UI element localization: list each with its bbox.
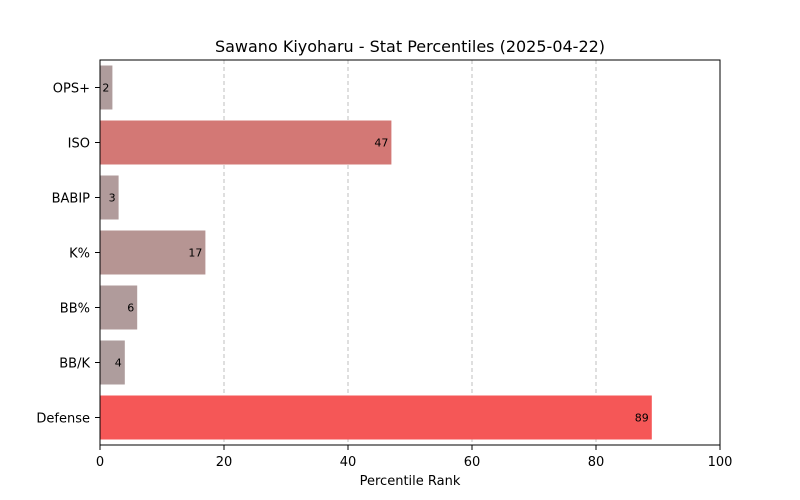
y-tick-label: OPS+ — [53, 82, 90, 97]
y-tick-label: BB/K — [59, 357, 90, 372]
x-tick-label: 100 — [708, 455, 733, 470]
x-tick-label: 20 — [216, 455, 233, 470]
bar-k — [100, 230, 206, 275]
data-labels-group: 2 47 3 17 6 4 89 — [102, 82, 648, 425]
grid-lines — [223, 60, 597, 445]
bar-defense — [100, 395, 652, 440]
bars-group — [100, 65, 652, 440]
data-label: 2 — [102, 82, 109, 95]
data-label: 17 — [188, 247, 202, 260]
y-tick-label: Defense — [36, 412, 90, 427]
x-tick-label: 0 — [96, 455, 104, 470]
x-tick-label: 40 — [340, 455, 357, 470]
data-label: 47 — [374, 137, 388, 150]
bar-bb-k — [100, 340, 125, 385]
y-tick-label: BB% — [60, 302, 90, 317]
data-label: 89 — [635, 412, 649, 425]
y-tick-label: ISO — [68, 137, 90, 152]
bar-babip — [100, 175, 119, 220]
bar-iso — [100, 120, 392, 165]
bar-ops — [100, 65, 113, 110]
y-tick-label: K% — [69, 247, 90, 262]
data-label: 4 — [115, 357, 122, 370]
chart-title: Sawano Kiyoharu - Stat Percentiles (2025… — [215, 37, 605, 56]
data-label: 3 — [109, 192, 116, 205]
data-label: 6 — [127, 302, 134, 315]
y-tick-label: BABIP — [52, 192, 91, 207]
bar-bb — [100, 285, 138, 330]
x-axis-label: Percentile Rank — [360, 474, 461, 489]
x-axis: 0 20 40 60 80 100 — [96, 445, 733, 470]
x-tick-label: 60 — [464, 455, 481, 470]
y-axis: OPS+ ISO BABIP K% BB% BB/K Defense — [36, 82, 100, 427]
x-tick-label: 80 — [588, 455, 605, 470]
